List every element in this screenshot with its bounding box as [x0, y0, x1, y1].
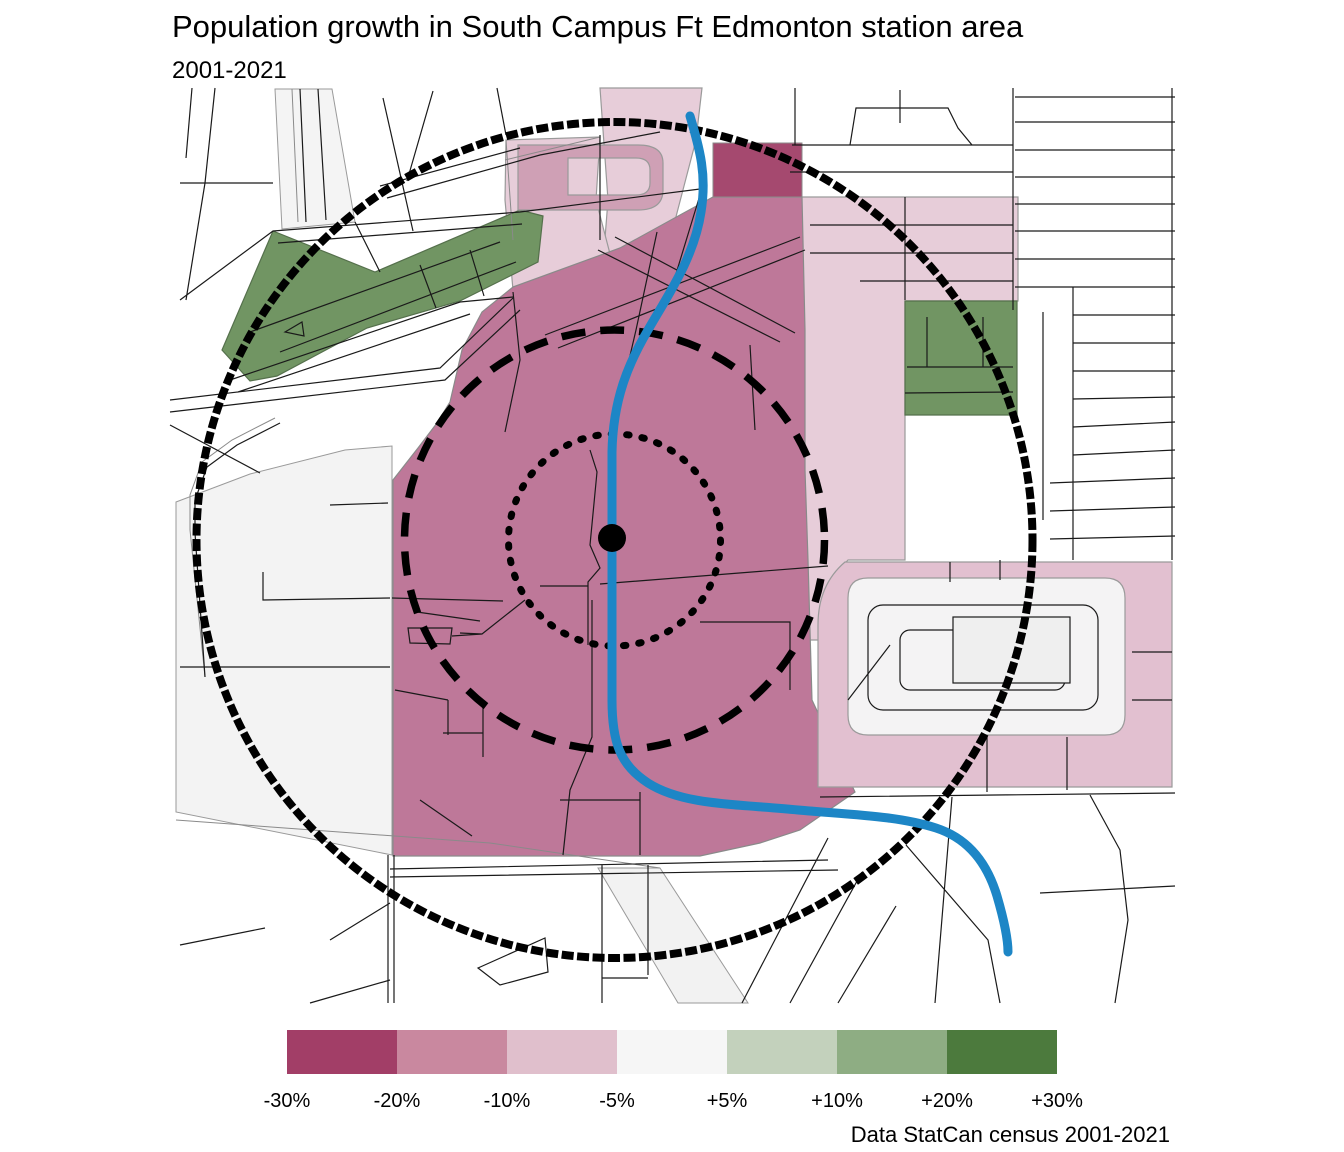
streets-arterials [169, 131, 701, 678]
legend-swatch--5-to-+5- [617, 1030, 727, 1074]
street-network [169, 87, 1176, 1004]
streets-in-green [249, 241, 517, 353]
streets-center [180, 291, 829, 856]
streets-northwest [179, 87, 507, 301]
legend-label-row: -30% -20% -10% -5% +5% +10% +20% +30% [264, 1090, 1083, 1114]
decline-ring-area [817, 561, 1173, 788]
page-title: Population growth in South Campus Ft Edm… [172, 9, 1024, 44]
legend-tick-label: -5% [599, 1090, 635, 1112]
legend-tick-label: -10% [483, 1090, 531, 1112]
page-subtitle: 2001-2021 [172, 57, 287, 84]
legend-swatch-+20-to-+30- [947, 1030, 1057, 1074]
streets-ring-stubs [847, 560, 1172, 792]
legend-tick-label: -30% [263, 1090, 311, 1112]
legend-tick-label: +30% [1031, 1090, 1083, 1112]
legend-swatch-row [287, 1030, 1057, 1074]
legend-tick-label: +20% [921, 1090, 973, 1112]
mid-decline-band [517, 144, 664, 211]
growth-areas [221, 209, 1018, 416]
data-source-caption: Data StatCan census 2001-2021 [850, 1122, 1170, 1147]
legend-swatch-+10-to-+20- [837, 1030, 947, 1074]
station-marker [598, 524, 626, 552]
street-network-minor [175, 88, 661, 869]
legend-swatch--30-to--20- [287, 1030, 397, 1074]
radius-ring-outer [192, 118, 1037, 962]
legend-swatch--10-to--5- [507, 1030, 617, 1074]
streets-northeast-grid [790, 88, 1176, 560]
legend-swatch-+5-to-+10- [727, 1030, 837, 1074]
lrt-line [607, 111, 1013, 957]
neighbourhood-loop-street [867, 604, 1099, 711]
legend-swatch--20-to--10- [397, 1030, 507, 1074]
legend-tick-label: -20% [373, 1090, 421, 1112]
legend-tick-label: +10% [811, 1090, 863, 1112]
streets-south [179, 792, 1176, 1004]
growth-area-east [904, 300, 1018, 416]
growth-area-west [221, 209, 544, 382]
legend-tick-label: +5% [706, 1090, 748, 1112]
